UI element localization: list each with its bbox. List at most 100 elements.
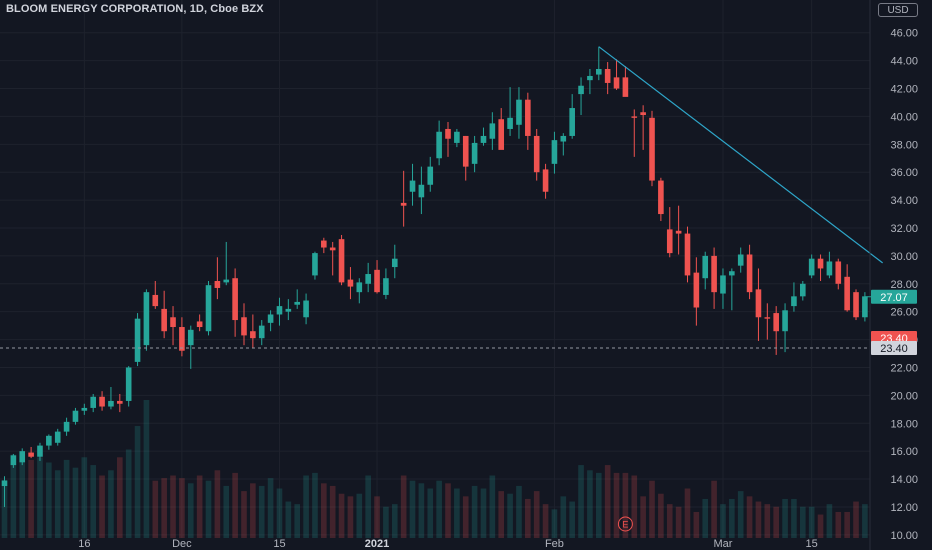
candle-body bbox=[595, 69, 602, 75]
volume-bars bbox=[1, 400, 868, 538]
volume-bar bbox=[764, 504, 771, 538]
candle-body bbox=[143, 292, 150, 346]
volume-bar bbox=[729, 498, 735, 538]
candle-body bbox=[604, 69, 611, 83]
candle-body bbox=[525, 99, 531, 136]
candle-body bbox=[63, 421, 70, 432]
candle-body bbox=[134, 318, 141, 362]
volume-bar bbox=[800, 506, 806, 538]
last-price-tag-bg bbox=[871, 289, 917, 304]
candle-body bbox=[232, 278, 238, 321]
price-axis[interactable]: 10.0012.0014.0016.0018.0020.0022.0024.00… bbox=[869, 0, 918, 550]
candle-body bbox=[498, 119, 505, 150]
candle-body bbox=[125, 367, 132, 401]
volume-bar bbox=[285, 501, 292, 538]
candle-body bbox=[347, 279, 354, 287]
candle-body bbox=[383, 278, 389, 295]
candle-body bbox=[329, 247, 336, 251]
chart-title: BLOOM ENERGY CORPORATION, 1D, Cboe BZX bbox=[6, 3, 264, 15]
candle-body bbox=[489, 123, 496, 139]
volume-bar bbox=[10, 454, 17, 538]
candle-body bbox=[560, 135, 567, 142]
volume-bar bbox=[498, 491, 505, 538]
volume-bar bbox=[409, 480, 416, 538]
overlays: E bbox=[0, 46, 883, 532]
volume-bar bbox=[702, 498, 709, 538]
volume-bar bbox=[46, 462, 52, 538]
y-tick-label: 42.00 bbox=[890, 84, 918, 96]
volume-bar bbox=[480, 488, 487, 538]
y-tick-label: 14.00 bbox=[890, 474, 918, 486]
volume-bar bbox=[99, 475, 105, 538]
volume-bar bbox=[125, 449, 132, 538]
candle-body bbox=[223, 279, 230, 283]
candle-body bbox=[108, 400, 114, 407]
volume-bar bbox=[773, 506, 779, 538]
candle-body bbox=[258, 325, 265, 339]
y-tick-label: 36.00 bbox=[890, 167, 918, 179]
candle-body bbox=[613, 77, 620, 89]
candle-body bbox=[187, 329, 194, 346]
candle-body bbox=[808, 258, 815, 276]
volume-bar bbox=[462, 496, 469, 538]
candle-body bbox=[161, 308, 167, 332]
volume-bar bbox=[445, 483, 451, 538]
y-tick-label: 32.00 bbox=[890, 223, 918, 235]
volume-bar bbox=[595, 472, 602, 538]
volume-bar bbox=[746, 496, 753, 538]
x-tick-label: 2021 bbox=[365, 538, 389, 550]
candle-body bbox=[1, 480, 8, 487]
candle-body bbox=[427, 166, 434, 185]
candle-body bbox=[152, 294, 159, 307]
candle-body bbox=[729, 271, 735, 276]
volume-bar bbox=[427, 488, 434, 538]
y-tick-label: 22.00 bbox=[890, 362, 918, 374]
volume-bar bbox=[37, 457, 43, 538]
volume-bar bbox=[693, 511, 700, 538]
volume-bar bbox=[356, 493, 363, 538]
candle-body bbox=[817, 258, 824, 269]
volume-bar bbox=[205, 480, 212, 538]
candle-body bbox=[658, 180, 664, 215]
candle-body bbox=[711, 255, 717, 293]
candle-body bbox=[764, 317, 771, 319]
time-axis[interactable]: 16 Dec 15 2021 Feb Mar 15 bbox=[78, 538, 818, 550]
volume-bar bbox=[542, 504, 549, 538]
x-tick-label: Mar bbox=[713, 538, 732, 550]
volume-bar bbox=[489, 475, 496, 538]
candle-body bbox=[436, 131, 442, 159]
volume-bar bbox=[187, 483, 194, 538]
volume-bar bbox=[250, 483, 256, 538]
candle-body bbox=[321, 240, 327, 248]
candle-body bbox=[312, 253, 318, 276]
volume-bar bbox=[241, 491, 247, 538]
volume-bar bbox=[551, 509, 558, 538]
volume-bar bbox=[560, 496, 567, 538]
candle-body bbox=[755, 289, 762, 318]
candle-body bbox=[409, 180, 416, 192]
candle-body bbox=[773, 313, 779, 332]
volume-bar bbox=[826, 504, 833, 538]
volume-bar bbox=[666, 504, 673, 538]
x-tick-label: Dec bbox=[172, 538, 192, 550]
volume-bar bbox=[808, 506, 815, 538]
candle-body bbox=[179, 327, 185, 351]
candle-body bbox=[640, 112, 646, 116]
volume-bar bbox=[631, 475, 638, 538]
volume-bar bbox=[675, 506, 682, 538]
currency-button[interactable]: USD bbox=[878, 3, 918, 17]
candle-body bbox=[862, 296, 868, 318]
volume-bar bbox=[294, 504, 301, 538]
volume-bar bbox=[365, 475, 371, 538]
earnings-label: E bbox=[622, 520, 628, 530]
volume-bar bbox=[844, 511, 850, 538]
volume-bar bbox=[684, 488, 691, 538]
volume-bar bbox=[755, 501, 762, 538]
candle-body bbox=[666, 229, 673, 254]
volume-bar bbox=[81, 457, 88, 538]
candle-body bbox=[10, 455, 17, 466]
candle-body bbox=[835, 261, 842, 284]
candle-body bbox=[285, 308, 292, 312]
